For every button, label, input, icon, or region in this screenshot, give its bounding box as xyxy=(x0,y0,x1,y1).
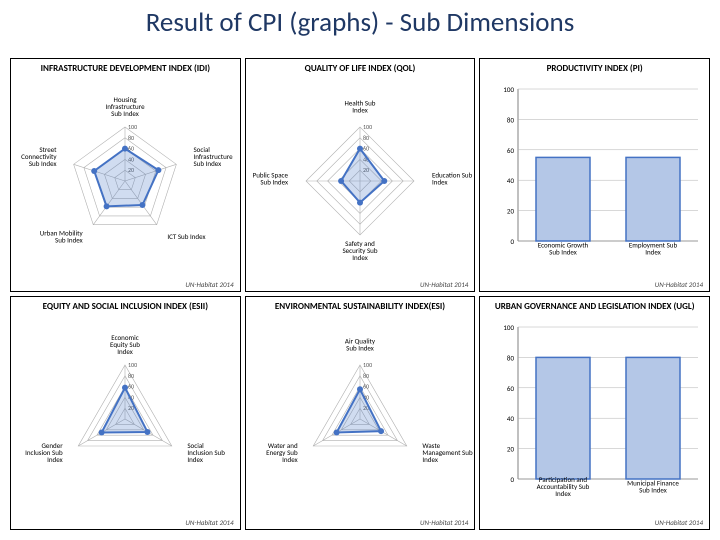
panel-title: EQUITY AND SOCIAL INCLUSION INDEX (ESII) xyxy=(15,301,236,312)
svg-text:80: 80 xyxy=(363,134,369,142)
svg-text:StreetConnectivitySub Index: StreetConnectivitySub Index xyxy=(21,145,57,168)
slide-title: Result of CPI (graphs) - Sub Dimensions xyxy=(0,6,720,39)
source-label: UN-Habitat 2014 xyxy=(185,280,233,289)
svg-text:80: 80 xyxy=(128,134,134,142)
svg-text:EconomicEquity SubIndex: EconomicEquity SubIndex xyxy=(110,333,140,356)
source-label: UN-Habitat 2014 xyxy=(420,280,468,289)
svg-text:40: 40 xyxy=(507,176,515,185)
svg-text:WasteManagement SubIndex: WasteManagement SubIndex xyxy=(422,441,473,464)
svg-text:80: 80 xyxy=(363,372,369,380)
svg-text:100: 100 xyxy=(128,123,137,131)
svg-text:SocialInclusion SubIndex: SocialInclusion SubIndex xyxy=(187,441,225,464)
svg-text:Municipal FinanceSub Index: Municipal FinanceSub Index xyxy=(627,479,679,495)
panel-qol: QUALITY OF LIFE INDEX (QOL) UN-Habitat 20… xyxy=(245,58,476,292)
svg-text:100: 100 xyxy=(363,123,372,131)
panel-esii: EQUITY AND SOCIAL INCLUSION INDEX (ESII)… xyxy=(10,296,241,530)
svg-text:100: 100 xyxy=(363,361,372,369)
svg-text:ICT Sub Index: ICT Sub Index xyxy=(167,232,205,241)
panel-title: PRODUCTIVITY INDEX (PI) xyxy=(484,63,705,74)
svg-text:Economic GrowthSub Index: Economic GrowthSub Index xyxy=(538,241,589,257)
svg-text:Participation andAccountabilit: Participation andAccountability SubIndex xyxy=(537,475,590,498)
svg-text:Water andEnergy SubIndex: Water andEnergy SubIndex xyxy=(266,441,298,464)
svg-text:Health SubIndex: Health SubIndex xyxy=(344,99,375,115)
svg-text:Public SpaceSub Index: Public SpaceSub Index xyxy=(252,171,288,187)
panel-idi: INFRASTRUCTURE DEVELOPMENT INDEX (IDI) UN… xyxy=(10,58,241,292)
svg-text:20: 20 xyxy=(507,445,515,454)
panel-pi: PRODUCTIVITY INDEX (PI) UN-Habitat 2014 0 2… xyxy=(479,58,710,292)
chart-grid: INFRASTRUCTURE DEVELOPMENT INDEX (IDI) UN… xyxy=(10,58,710,530)
svg-text:Employment SubIndex: Employment SubIndex xyxy=(629,241,678,257)
svg-text:HousingInfrastructureSub Index: HousingInfrastructureSub Index xyxy=(105,95,145,118)
svg-text:80: 80 xyxy=(128,372,134,380)
svg-text:40: 40 xyxy=(507,414,515,423)
panel-title: ENVIRONMENTAL SUSTAINABILITY INDEX(ESI) xyxy=(250,301,471,312)
source-label: UN-Habitat 2014 xyxy=(420,518,468,527)
svg-text:80: 80 xyxy=(507,115,515,124)
svg-text:60: 60 xyxy=(363,383,369,391)
source-label: UN-Habitat 2014 xyxy=(655,518,703,527)
svg-text:100: 100 xyxy=(128,361,137,369)
svg-text:Safety andSecurity SubIndex: Safety andSecurity SubIndex xyxy=(342,239,377,262)
svg-text:60: 60 xyxy=(128,383,134,391)
svg-text:Air QualitySub Index: Air QualitySub Index xyxy=(345,337,376,353)
svg-text:Education SubIndex: Education SubIndex xyxy=(432,171,473,187)
svg-text:100: 100 xyxy=(504,323,515,332)
panel-title: URBAN GOVERNANCE AND LEGISLATION INDEX (… xyxy=(484,301,705,312)
panel-esi: ENVIRONMENTAL SUSTAINABILITY INDEX(ESI) U… xyxy=(245,296,476,530)
source-label: UN-Habitat 2014 xyxy=(185,518,233,527)
svg-text:80: 80 xyxy=(507,353,515,362)
svg-text:0: 0 xyxy=(511,237,515,246)
svg-text:60: 60 xyxy=(507,146,515,155)
svg-text:Urban MobilitySub Index: Urban MobilitySub Index xyxy=(40,229,84,245)
source-label: UN-Habitat 2014 xyxy=(655,280,703,289)
svg-text:60: 60 xyxy=(507,384,515,393)
panel-title: INFRASTRUCTURE DEVELOPMENT INDEX (IDI) xyxy=(15,63,236,74)
svg-text:0: 0 xyxy=(511,475,515,484)
svg-text:GenderInclusion SubIndex: GenderInclusion SubIndex xyxy=(25,441,63,464)
svg-text:20: 20 xyxy=(507,207,515,216)
svg-text:100: 100 xyxy=(504,85,515,94)
panel-title: QUALITY OF LIFE INDEX (QOL) xyxy=(250,63,471,74)
panel-ugl: URBAN GOVERNANCE AND LEGISLATION INDEX (… xyxy=(479,296,710,530)
svg-text:60: 60 xyxy=(363,145,369,153)
svg-text:SocialInfrastructureSub Index: SocialInfrastructureSub Index xyxy=(193,145,233,168)
